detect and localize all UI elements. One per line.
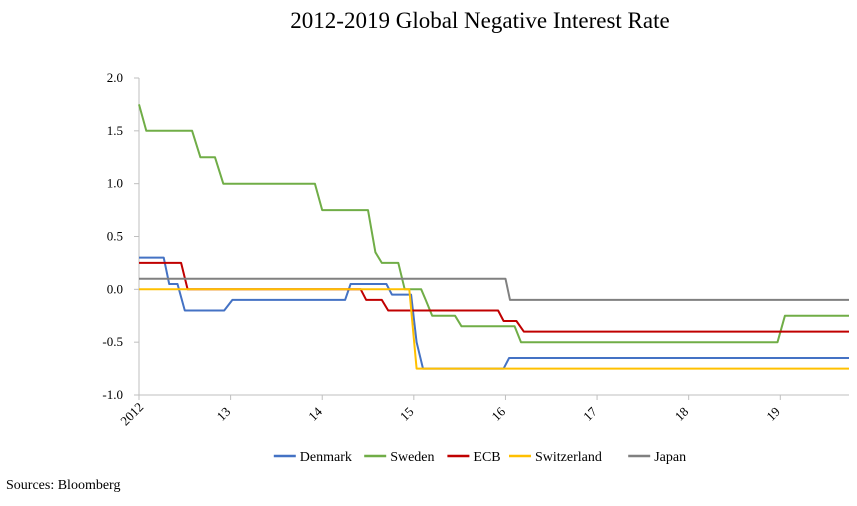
source-note: Sources: Bloomberg (6, 478, 121, 493)
y-tick-label: 0.0 (107, 281, 123, 296)
series-line-ecb (139, 261, 849, 333)
legend-label-switzerland: Switzerland (535, 450, 602, 465)
legend-label-denmark: Denmark (300, 450, 352, 465)
series-line-switzerland (139, 288, 849, 370)
y-tick-label: 0.5 (107, 229, 123, 244)
x-tick-label: 2012 (117, 399, 146, 428)
y-tick-label: 1.0 (107, 176, 123, 191)
x-tick-label: 18 (672, 404, 692, 424)
legend: Denmark Sweden ECB Switzerland Japan (273, 450, 686, 465)
y-tick-label: 1.5 (107, 123, 123, 138)
x-tick-label: 17 (580, 404, 600, 424)
x-tick-label: 19 (763, 404, 783, 424)
chart-title: 2012-2019 Global Negative Interest Rate (290, 8, 669, 33)
series-line-denmark (139, 256, 849, 370)
y-tick-label: -0.5 (102, 334, 123, 349)
legend-label-japan: Japan (654, 450, 686, 465)
x-tick-label: 15 (397, 404, 417, 424)
y-tick-label: -1.0 (102, 387, 123, 402)
x-tick-label: 13 (214, 404, 234, 424)
legend-label-ecb: ECB (473, 450, 500, 465)
legend-label-sweden: Sweden (390, 450, 434, 465)
y-tick-label: 2.0 (107, 70, 123, 85)
series-line-japan (139, 277, 849, 301)
x-tick-label: 16 (488, 404, 508, 424)
series-line-sweden (138, 104, 849, 344)
series-lines (138, 104, 849, 370)
x-tick-label: 14 (305, 404, 325, 424)
